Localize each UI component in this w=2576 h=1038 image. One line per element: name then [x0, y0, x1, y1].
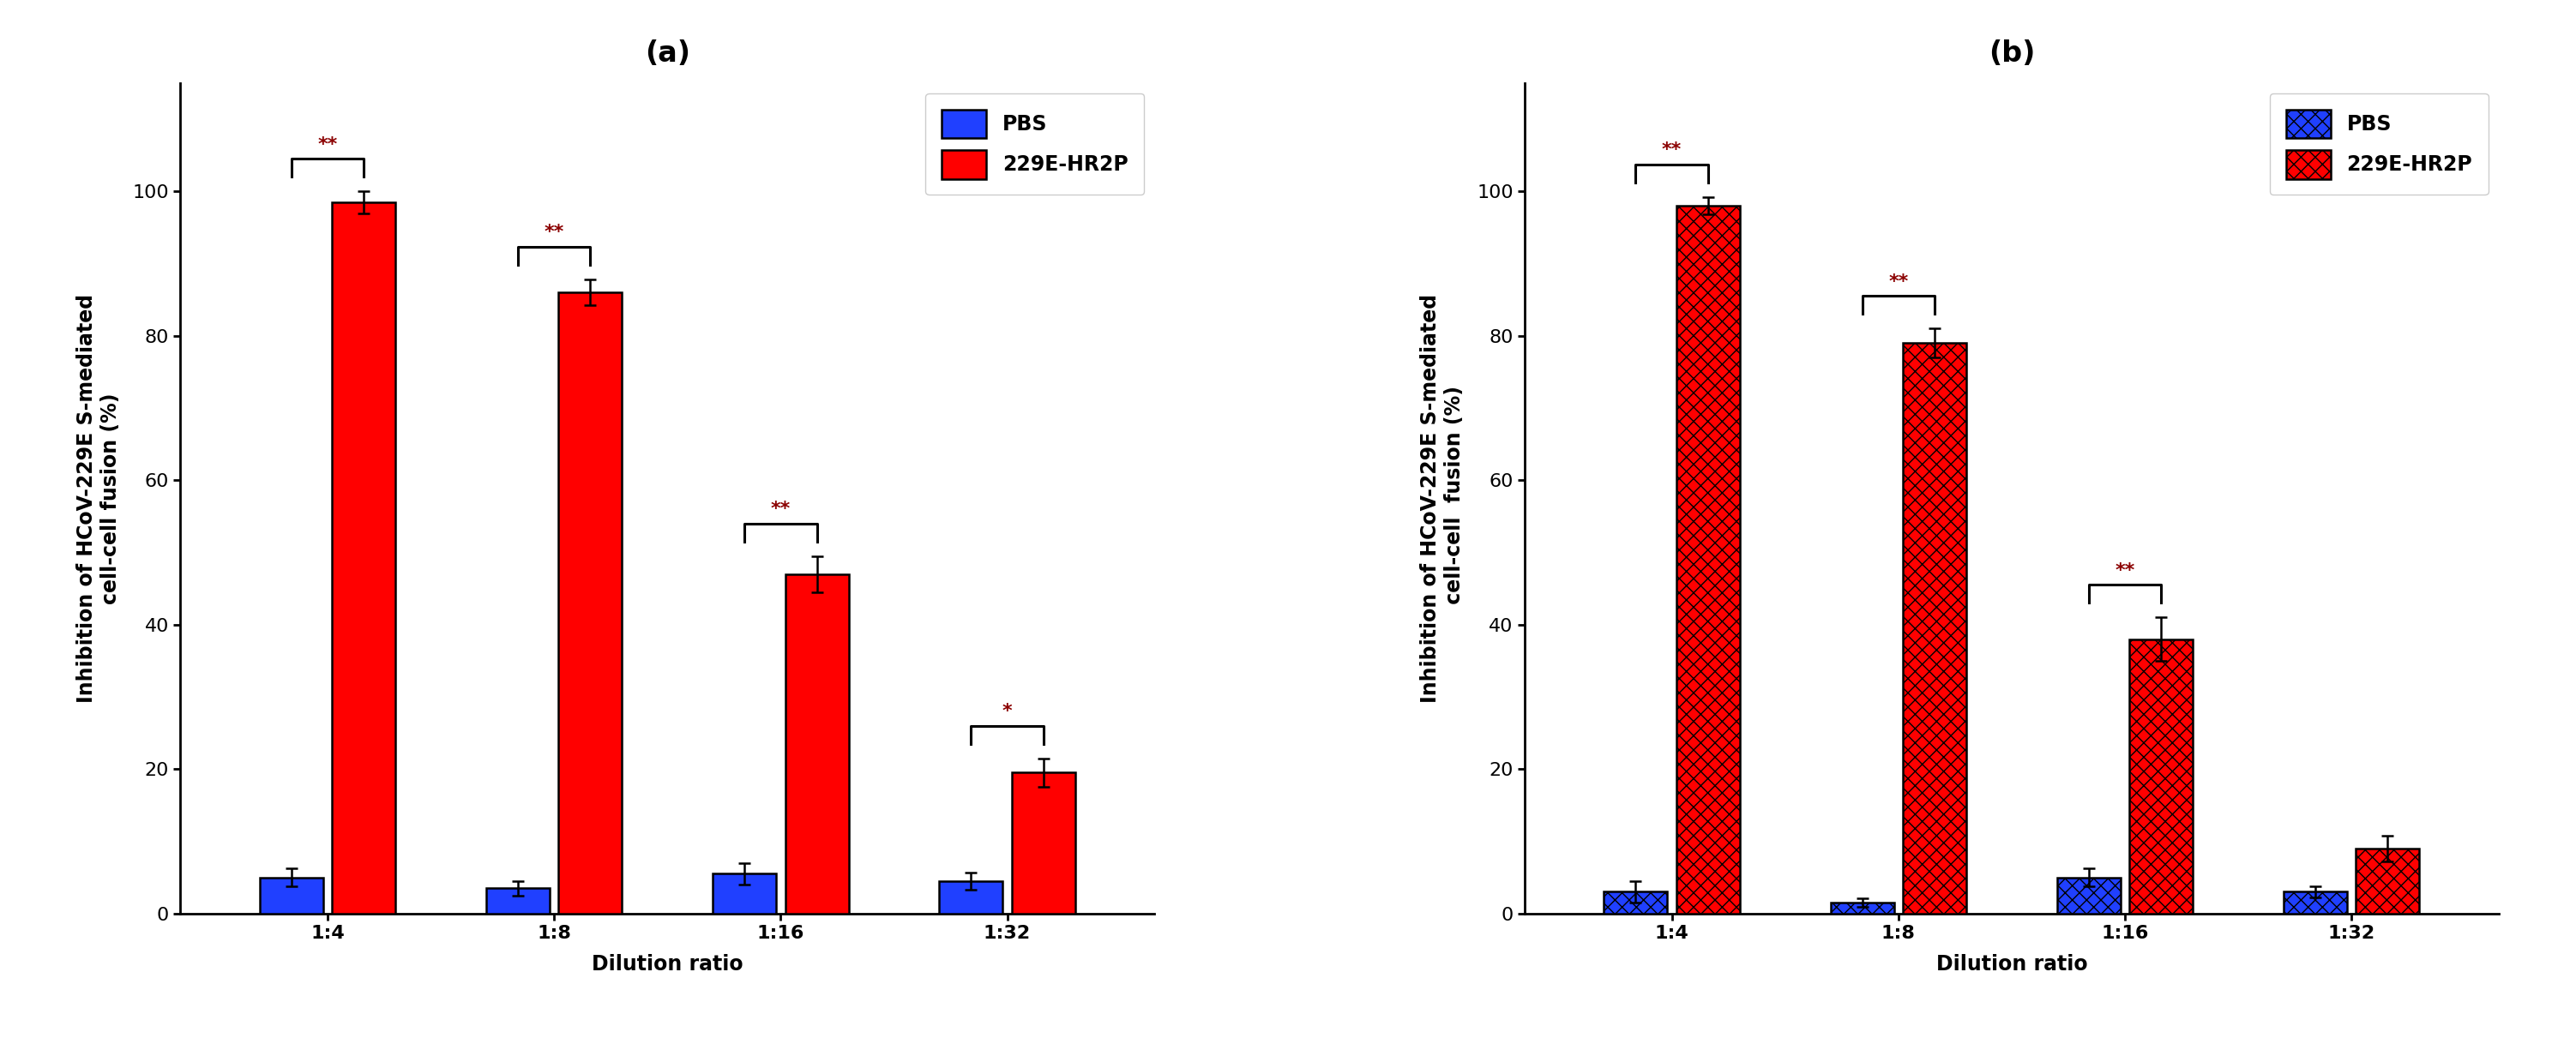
- X-axis label: Dilution ratio: Dilution ratio: [592, 954, 742, 975]
- Text: **: **: [770, 500, 791, 518]
- Bar: [260, 877, 322, 913]
- Bar: [1832, 903, 1893, 913]
- Text: **: **: [317, 136, 337, 153]
- Bar: [786, 574, 848, 913]
- Bar: [2058, 877, 2120, 913]
- Bar: [332, 202, 397, 913]
- Title: (a): (a): [644, 39, 690, 67]
- X-axis label: Dilution ratio: Dilution ratio: [1937, 954, 2087, 975]
- Y-axis label: Inhibition of HCoV-229E S-mediated
cell-cell fusion (%): Inhibition of HCoV-229E S-mediated cell-…: [77, 294, 121, 703]
- Text: **: **: [1888, 273, 1909, 291]
- Legend: PBS, 229E-HR2P: PBS, 229E-HR2P: [2269, 93, 2488, 195]
- Text: *: *: [1002, 703, 1012, 720]
- Legend: PBS, 229E-HR2P: PBS, 229E-HR2P: [925, 93, 1144, 195]
- Text: **: **: [1662, 142, 1682, 159]
- Bar: [940, 881, 1002, 913]
- Bar: [2282, 892, 2347, 913]
- Bar: [1605, 892, 1667, 913]
- Y-axis label: Inhibition of HCoV-229E S-mediated
 cell-cell  fusion (%): Inhibition of HCoV-229E S-mediated cell-…: [1419, 294, 1466, 703]
- Bar: [1012, 772, 1074, 913]
- Bar: [714, 874, 775, 913]
- Bar: [487, 889, 549, 913]
- Bar: [2357, 848, 2419, 913]
- Bar: [1904, 343, 1965, 913]
- Text: **: **: [2115, 562, 2136, 579]
- Bar: [559, 293, 621, 913]
- Bar: [1677, 206, 1739, 913]
- Title: (b): (b): [1989, 39, 2035, 67]
- Text: **: **: [544, 224, 564, 241]
- Bar: [2130, 639, 2192, 913]
